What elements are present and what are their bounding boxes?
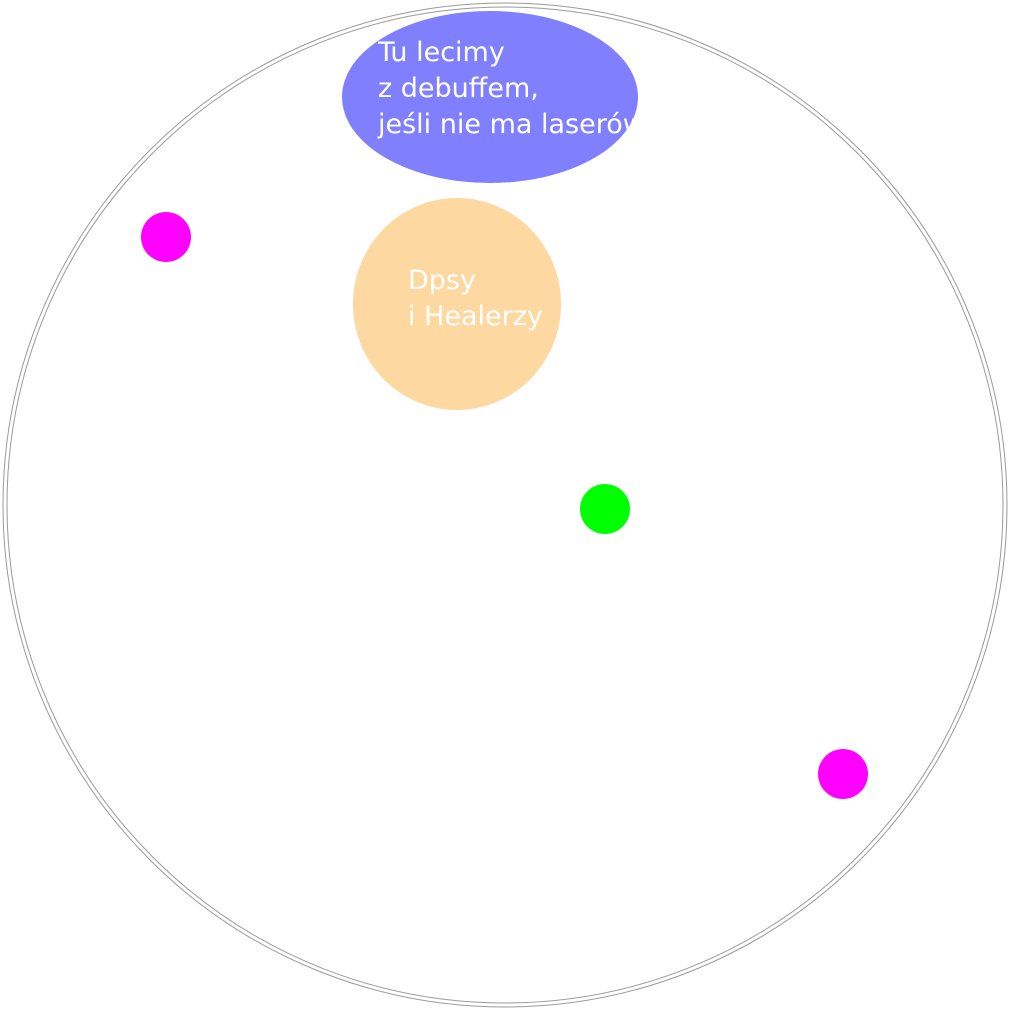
arena-inner-ring — [6, 6, 1004, 1004]
group-zone — [353, 198, 561, 410]
marker-magenta-bottom-right — [818, 749, 868, 799]
marker-green-center — [580, 484, 630, 534]
debuff-zone-label-line-2: z debuffem, — [378, 73, 539, 104]
debuff-zone-label-line-1: Tu lecimy — [377, 37, 505, 68]
group-zone-label-line-1: Dpsy — [408, 265, 476, 296]
group-zone-label-line-2: i Healerzy — [408, 301, 543, 332]
debuff-zone-label-line-3: jeśli nie ma laserów — [377, 109, 645, 140]
debuff-zone — [342, 11, 638, 183]
marker-magenta-top-left — [141, 212, 191, 262]
